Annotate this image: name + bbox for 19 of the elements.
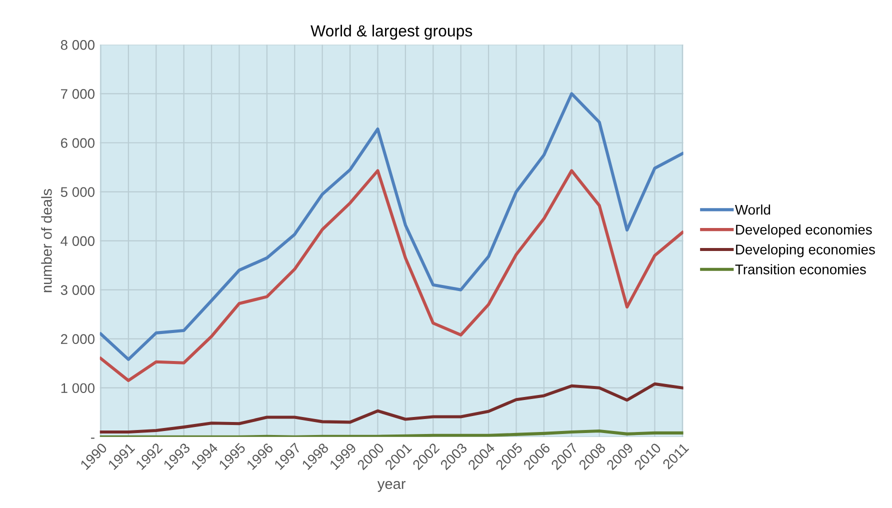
y-axis-title: number of deals (41, 189, 52, 292)
legend-label: Transition economies (735, 264, 866, 274)
y-tick-label: 2 000 (60, 334, 95, 344)
line-series (100, 169, 684, 382)
y-tick-label: 8 000 (60, 40, 95, 50)
y-tick-label: 6 000 (60, 138, 95, 148)
y-tick-label: - (91, 438, 94, 439)
legend-label: World (735, 204, 770, 215)
legend-label: Developed economies (736, 224, 872, 238)
line-series (100, 382, 684, 434)
line-series (100, 92, 684, 361)
y-tick-label: 1 000 (61, 383, 95, 394)
y-tick-label: 4 000 (60, 236, 95, 246)
legend-label: Developing economies (736, 244, 875, 258)
y-tick-label: 7 000 (61, 89, 95, 99)
x-axis-title: year (377, 481, 406, 492)
y-tick-label: 5 000 (60, 187, 95, 197)
y-tick-label: 3 000 (60, 285, 95, 295)
chart-title: World & largest groups (310, 24, 472, 40)
